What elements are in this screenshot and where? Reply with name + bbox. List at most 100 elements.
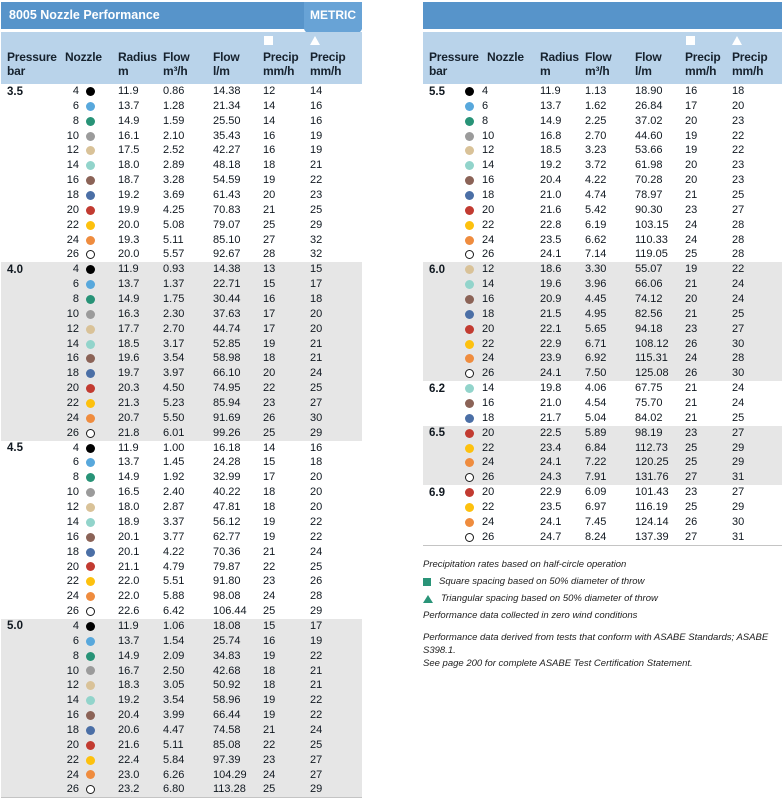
nozzle-cell: 24 [57, 768, 95, 783]
cell-precip-triangle: 32 [310, 233, 323, 246]
nozzle-cell: 26 [57, 782, 95, 797]
nozzle-color-dot [465, 265, 474, 275]
cell-flow-lm: 112.73 [635, 441, 668, 454]
triangle-spacing-header-icon [310, 36, 320, 45]
cell-flow-lm: 48.18 [213, 159, 241, 172]
cell-radius: 22.0 [118, 575, 140, 588]
nozzle-number: 20 [482, 486, 495, 499]
cell-radius: 21.0 [540, 189, 562, 202]
square-spacing-header-icon [686, 36, 695, 45]
nozzle-color-dot [86, 116, 95, 126]
cell-precip-triangle: 25 [310, 738, 323, 751]
table-row: 6 13.7 1.37 22.71 15 17 [1, 277, 362, 292]
cell-flow-m3h: 1.59 [163, 114, 185, 127]
nozzle-color-dot [465, 294, 474, 304]
cell-precip-triangle: 29 [310, 218, 323, 231]
cell-flow-m3h: 4.22 [585, 174, 607, 187]
nozzle-color-dot [465, 146, 474, 156]
cell-precip-triangle: 20 [310, 322, 323, 335]
nozzle-number: 26 [482, 248, 495, 261]
cell-precip-triangle: 21 [310, 159, 323, 172]
cell-flow-m3h: 7.22 [585, 456, 607, 469]
nozzle-color-dot [86, 413, 95, 423]
nozzle-color-dot [86, 547, 95, 557]
table-row: 26 23.2 6.80 113.28 25 29 [1, 782, 362, 797]
cell-flow-lm: 58.96 [213, 694, 241, 707]
nozzle-cell: 10 [57, 129, 95, 144]
nozzle-number: 18 [66, 723, 79, 736]
cell-precip-square: 12 [263, 85, 276, 97]
cell-radius: 11.9 [118, 263, 139, 276]
cell-flow-lm: 67.75 [635, 382, 663, 395]
nozzle-color-dot [465, 131, 474, 141]
cell-flow-lm: 25.74 [213, 634, 241, 647]
cell-flow-lm: 58.98 [213, 352, 241, 365]
cell-precip-square: 17 [263, 322, 276, 335]
nozzle-cell: 26 [57, 426, 95, 441]
footnotes: Precipitation rates based on half-circle… [423, 546, 779, 670]
cell-flow-lm: 52.85 [213, 337, 241, 350]
cell-precip-square: 24 [263, 768, 276, 781]
cell-flow-m3h: 3.99 [163, 709, 185, 722]
nozzle-number: 16 [482, 397, 495, 410]
cell-precip-triangle: 18 [732, 85, 745, 97]
nozzle-cell: 24 [465, 233, 494, 248]
cell-precip-triangle: 24 [310, 367, 323, 380]
nozzle-cell: 16 [57, 351, 95, 366]
nozzle-number: 24 [482, 352, 495, 365]
column-header-radius-m: Radius m [118, 50, 157, 78]
nozzle-color-dot [86, 294, 95, 304]
footnote-half-circle: Precipitation rates based on half-circle… [423, 559, 627, 570]
cell-radius: 19.9 [118, 203, 140, 216]
nozzle-color-dot [465, 398, 474, 408]
nozzle-number: 20 [482, 322, 495, 335]
table-title-bar: 8005 Nozzle Performance METRIC [1, 2, 362, 33]
cell-precip-triangle: 19 [310, 144, 323, 157]
nozzle-number: 24 [66, 233, 79, 246]
nozzle-cell: 20 [57, 381, 95, 396]
nozzle-number: 20 [482, 203, 495, 216]
cell-precip-square: 26 [685, 337, 698, 350]
nozzle-cell: 12 [57, 500, 95, 515]
cell-radius: 23.5 [540, 233, 562, 246]
nozzle-number: 20 [66, 203, 79, 216]
cell-flow-lm: 91.69 [213, 411, 241, 424]
cell-precip-triangle: 20 [310, 471, 323, 484]
cell-flow-lm: 18.90 [635, 85, 663, 97]
cell-precip-triangle: 28 [310, 590, 323, 603]
table-row: 24 23.0 6.26 104.29 24 27 [1, 768, 362, 783]
table-body: 5.5 4 11.9 1.13 18.90 16 18 6 13.7 1.62 26.84 17 20 8… [423, 84, 782, 546]
nozzle-cell: 4 [57, 262, 95, 277]
nozzle-cell: 8 [465, 114, 488, 129]
cell-radius: 20.7 [118, 411, 140, 424]
cell-flow-lm: 78.97 [635, 189, 663, 202]
cell-flow-m3h: 6.80 [163, 783, 185, 796]
nozzle-number: 16 [66, 352, 79, 365]
nozzle-number: 12 [482, 263, 495, 276]
cell-precip-square: 21 [685, 382, 698, 395]
nozzle-number: 26 [482, 367, 495, 380]
cell-precip-square: 19 [263, 694, 276, 707]
table-row: 6 13.7 1.28 21.34 14 16 [1, 99, 362, 114]
nozzle-color-dot [86, 205, 95, 215]
pressure-section: 6.2 14 19.8 4.06 67.75 21 24 16 21.0 4.54 75.70 21 2… [423, 381, 782, 426]
table-row: 22 22.9 6.71 108.12 26 30 [423, 337, 782, 352]
table-row: 6 13.7 1.54 25.74 16 19 [1, 634, 362, 649]
cell-flow-lm: 42.27 [213, 144, 241, 157]
cell-precip-triangle: 22 [310, 530, 323, 543]
nozzle-cell: 26 [57, 604, 95, 619]
table-row: 22 20.0 5.08 79.07 25 29 [1, 218, 362, 233]
nozzle-color-dot [86, 339, 95, 349]
nozzle-number: 26 [66, 783, 79, 796]
nozzle-color-dot [86, 176, 95, 186]
table-title-bar [423, 2, 782, 29]
cell-flow-lm: 131.76 [635, 471, 669, 484]
cell-flow-lm: 53.66 [635, 144, 663, 157]
cell-radius: 20.0 [118, 218, 140, 231]
cell-precip-triangle: 23 [310, 189, 323, 202]
pressure-section: 5.0 4 11.9 1.06 18.08 15 17 6 13.7 1.54 25.74 16 19 8… [1, 618, 362, 798]
nozzle-cell: 18 [57, 545, 95, 560]
cell-flow-m3h: 2.70 [585, 129, 607, 142]
cell-radius: 20.4 [118, 709, 140, 722]
cell-flow-lm: 115.31 [635, 352, 668, 365]
